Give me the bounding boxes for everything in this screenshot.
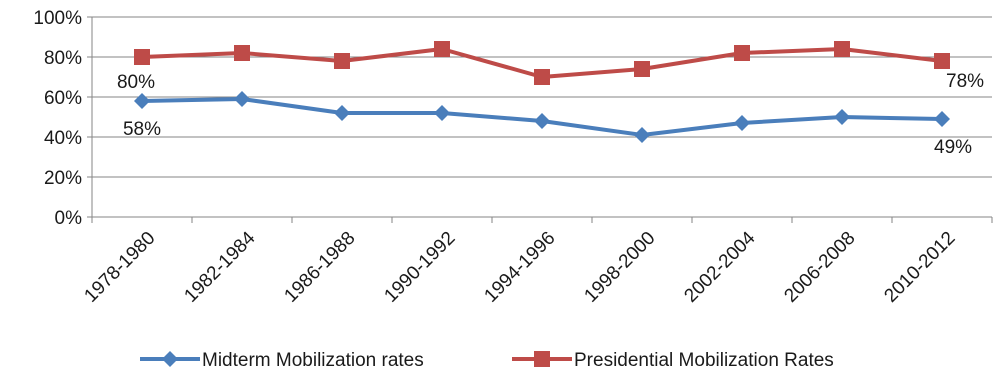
data-label: 80% [117,72,155,93]
data-point-marker [234,91,250,107]
data-point-marker [434,41,450,57]
legend-label: Presidential Mobilization Rates [574,350,834,371]
x-tick-label: 1990-1992 [380,228,459,307]
y-tick-label: 100% [33,8,82,29]
y-axis-tick-labels: 0% 20% 40% 60% 80% 100% [33,8,82,229]
x-tick-label: 1986-1988 [280,228,359,307]
x-axis-tick-labels: 1978-1980 1982-1984 1986-1988 1990-1992 1994… [80,227,959,306]
legend-item-presidential: Presidential Mobilization Rates [512,350,834,371]
series-midterm [134,91,950,143]
data-point-marker [162,351,178,367]
data-point-marker [334,53,350,69]
data-point-marker [334,105,350,121]
y-tick-label: 60% [44,88,82,109]
y-tick-label: 40% [44,128,82,149]
y-tick-label: 0% [55,208,83,229]
data-label: 78% [946,71,984,92]
series-presidential [134,41,950,85]
x-tick-label: 2002-2004 [680,227,759,306]
data-point-marker [534,113,550,129]
x-tick-label: 1994-1996 [480,228,559,307]
data-point-marker [934,53,950,69]
legend: Midterm Mobilization rates Presidential M… [140,350,834,371]
data-point-marker [534,69,550,85]
y-tick-label: 80% [44,48,82,69]
x-tick-label: 2006-2008 [780,228,859,307]
gridlines [92,16,992,178]
data-point-marker [634,127,650,143]
x-tick-label: 1978-1980 [80,228,159,307]
data-point-marker [734,45,750,61]
x-tick-label: 1998-2000 [580,228,659,307]
data-point-marker [134,93,150,109]
x-tick-label: 1982-1984 [180,227,259,306]
x-tick-label: 2010-2012 [880,228,959,307]
data-point-marker [934,111,950,127]
data-point-marker [534,351,550,367]
data-point-marker [434,105,450,121]
data-point-marker [234,45,250,61]
data-label: 49% [934,137,972,158]
y-tick-label: 20% [44,168,82,189]
legend-item-midterm: Midterm Mobilization rates [140,350,424,371]
data-point-marker [734,115,750,131]
series-group [134,41,950,143]
data-label: 58% [123,119,161,140]
axes [87,16,993,223]
data-point-marker [634,61,650,77]
data-point-marker [834,41,850,57]
data-labels: 58% 49% 80% 78% [117,71,984,158]
data-point-marker [134,49,150,65]
legend-label: Midterm Mobilization rates [202,350,424,371]
data-point-marker [834,109,850,125]
